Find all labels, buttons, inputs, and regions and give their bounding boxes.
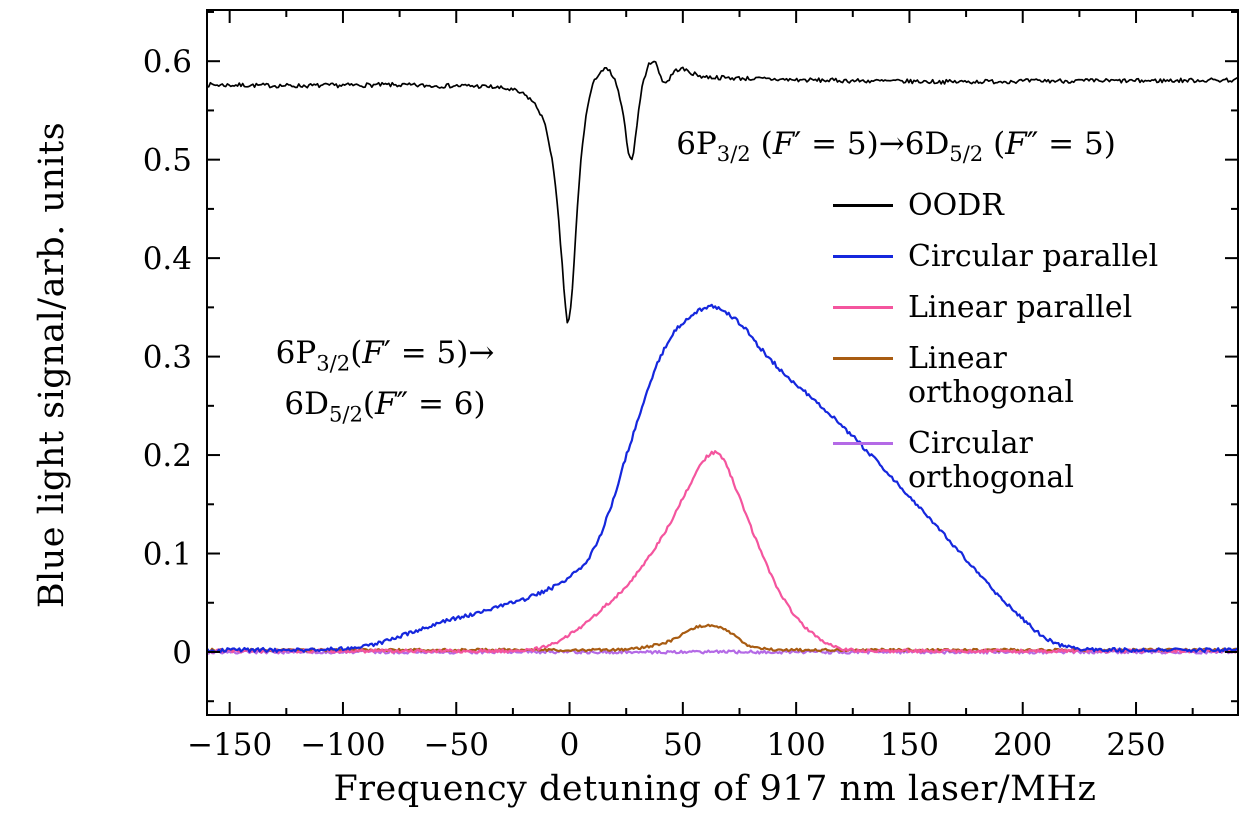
legend-label: Linear orthogonal [908, 341, 1074, 410]
annotation-segment: 6D [284, 386, 329, 422]
x-tick-label: 0 [560, 727, 580, 763]
annotation-segment: 5/2 [328, 401, 363, 427]
legend-item-linear-orthogonal: Linear orthogonal [833, 342, 1158, 410]
legend-label: Linear parallel [908, 290, 1133, 325]
annotation-segment: ″ = 6) [396, 386, 486, 422]
legend: OODR Circular parallel Linear parallel Line… [833, 189, 1158, 495]
annotation-segment: F [1005, 125, 1027, 162]
legend-item-oodr: OODR [833, 189, 1158, 223]
annotation-segment: ′ = 5)→ [383, 335, 495, 372]
annotation-segment: ( [750, 125, 773, 162]
y-tick-label: 0.1 [143, 537, 192, 573]
x-tick-label: 250 [1106, 727, 1165, 763]
legend-line-swatch [833, 306, 893, 309]
annotation-segment: ″ = 5) [1026, 125, 1116, 162]
y-tick-label: 0.4 [143, 241, 192, 277]
annotation-line: 6D5/2(F″ = 6) [276, 380, 495, 431]
annotation-segment: F [362, 335, 384, 372]
annotation-segment: 5/2 [949, 141, 984, 167]
y-tick-label: 0.6 [143, 44, 192, 80]
y-tick-label: 0.2 [143, 438, 192, 474]
series-circular-orthogonal [207, 649, 1238, 655]
legend-line-swatch [833, 255, 893, 258]
legend-item-linear-parallel: Linear parallel [833, 291, 1158, 325]
annotation-segment: ( [350, 335, 363, 372]
curves-group [207, 60, 1238, 655]
legend-line-swatch [833, 357, 893, 360]
y-tick-label: 0.3 [143, 340, 192, 376]
annotation-segment: 3/2 [316, 350, 351, 376]
annotation-segment: 3/2 [716, 141, 751, 167]
annotation-segment: ( [983, 125, 1006, 162]
legend-line-swatch [833, 442, 893, 445]
x-tick-label: −50 [424, 727, 489, 763]
legend-item-circular-parallel: Circular parallel [833, 240, 1158, 274]
annotation-segment: 6P [676, 125, 717, 162]
x-axis-title: Frequency detuning of 917 nm laser/MHz [333, 769, 1097, 809]
annotation-transition-fpp5: 6P3/2 (F′ = 5)→6D5/2 (F″ = 5) [676, 126, 1116, 166]
series-linear-parallel [207, 450, 1238, 654]
x-tick-label: 50 [663, 727, 702, 763]
annotation-segment: F [772, 125, 795, 162]
series-circular-parallel [207, 303, 1238, 654]
legend-label: OODR [908, 188, 1004, 223]
legend-line-swatch [833, 204, 893, 207]
y-tick-label: 0 [172, 635, 192, 671]
x-tick-label: 150 [880, 727, 939, 763]
y-tick-label: 0.5 [143, 143, 192, 179]
x-tick-label: 200 [993, 727, 1052, 763]
x-tick-label: −150 [187, 727, 272, 763]
plot-frame [206, 9, 1239, 716]
annotation-segment: ′ = 5)→6D [794, 125, 950, 162]
annotation-segment: ( [362, 386, 376, 422]
annotation-line: 6P3/2(F′ = 5)→ [276, 329, 495, 380]
legend-label: Circular parallel [908, 239, 1159, 274]
series-oodr [207, 60, 1238, 324]
annotation-segment: F [375, 386, 397, 422]
x-tick-label: 100 [767, 727, 826, 763]
legend-item-circular-orthogonal: Circular orthogonal [833, 427, 1158, 495]
annotation-transition-fpp6: 6P3/2(F′ = 5)→ 6D5/2(F″ = 6) [276, 329, 495, 431]
y-axis-title: Blue light signal/arb. units [32, 121, 72, 609]
legend-label: Circular orthogonal [908, 426, 1074, 495]
annotation-segment: 6P [275, 335, 317, 372]
x-tick-label: −100 [300, 727, 385, 763]
